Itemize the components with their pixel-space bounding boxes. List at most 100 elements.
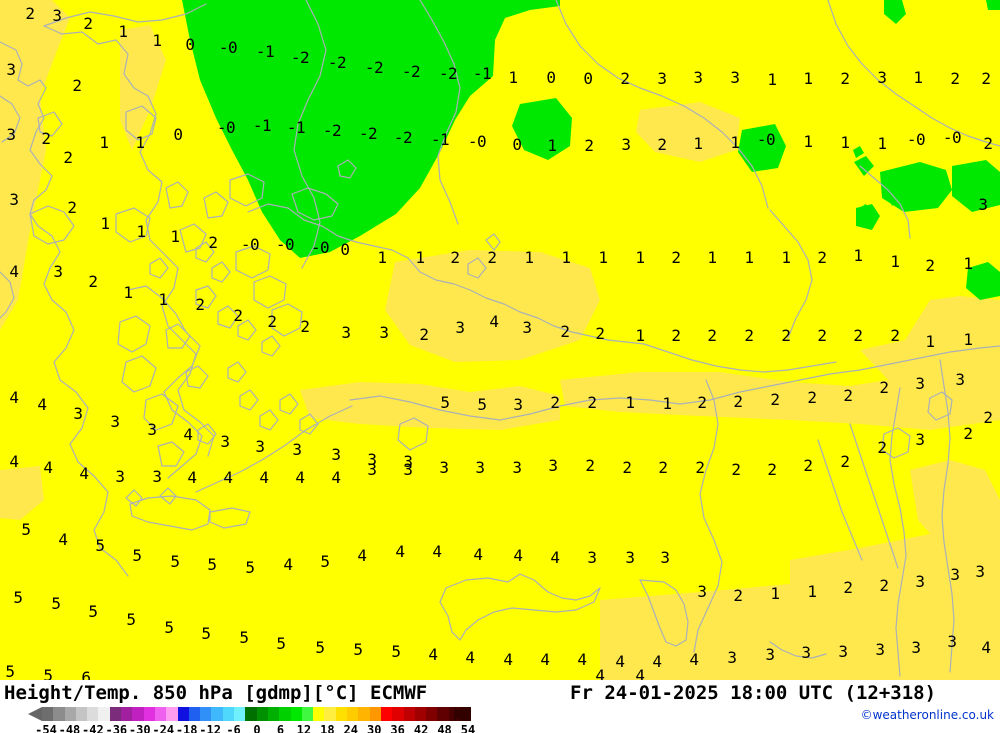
colorbar-swatch bbox=[143, 707, 155, 721]
colorbar-swatch bbox=[121, 707, 133, 721]
colorbar-tick: 30 bbox=[366, 723, 382, 733]
grid-value-label: 2 bbox=[658, 458, 668, 477]
grid-value-label: 3 bbox=[6, 125, 16, 144]
grid-value-label: 1 bbox=[158, 290, 168, 309]
grid-value-label: 3 bbox=[220, 432, 230, 451]
grid-value-label: 2 bbox=[233, 306, 243, 325]
grid-value-label: 3 bbox=[877, 68, 887, 87]
colorbar-swatch bbox=[87, 707, 99, 721]
colorbar-tick: -24 bbox=[152, 723, 175, 733]
grid-value-label: 2 bbox=[550, 393, 560, 412]
colorbar-tick: -48 bbox=[58, 723, 81, 733]
grid-value-label: 3 bbox=[975, 562, 985, 581]
grid-value-label: 2 bbox=[657, 135, 667, 154]
grid-value-label: 1 bbox=[840, 133, 850, 152]
grid-value-label: 2 bbox=[983, 408, 993, 427]
colorbar-swatch bbox=[234, 707, 246, 721]
grid-value-label: -0 bbox=[216, 118, 236, 137]
grid-value-label: 3 bbox=[911, 638, 921, 657]
grid-value-label: -0 bbox=[467, 132, 487, 151]
grid-value-label: 2 bbox=[67, 198, 77, 217]
temperature-colorbar[interactable] bbox=[28, 707, 472, 721]
colorbar-tick: 48 bbox=[437, 723, 452, 733]
colorbar-swatch bbox=[177, 707, 189, 721]
grid-value-label: 1 bbox=[730, 133, 740, 152]
grid-value-label: 2 bbox=[981, 69, 991, 88]
grid-value-label: 1 bbox=[524, 248, 534, 267]
grid-value-label: 2 bbox=[450, 248, 460, 267]
colorbar-swatch bbox=[335, 707, 348, 721]
grid-value-label: 3 bbox=[660, 548, 670, 567]
grid-value-label: 1 bbox=[963, 330, 973, 349]
grid-value-label: 1 bbox=[100, 214, 110, 233]
grid-value-label: 4 bbox=[473, 545, 483, 564]
grid-value-label: 2 bbox=[733, 392, 743, 411]
grid-value-label: 5 bbox=[207, 555, 217, 574]
colorbar-swatch bbox=[75, 707, 88, 721]
grid-value-label: 2 bbox=[925, 256, 935, 275]
grid-value-label: 4 bbox=[187, 468, 197, 487]
grid-value-label: 4 bbox=[513, 546, 523, 565]
grid-value-label: 3 bbox=[367, 460, 377, 479]
colorbar-tick: 54 bbox=[460, 723, 476, 733]
grid-value-label: 2 bbox=[267, 312, 277, 331]
grid-value-label: 4 bbox=[79, 464, 89, 483]
grid-value-label: 4 bbox=[9, 388, 19, 407]
grid-value-label: 1 bbox=[635, 326, 645, 345]
grid-value-label: 2 bbox=[25, 4, 35, 23]
grid-value-label: 4 bbox=[295, 468, 305, 487]
temperature-band-green bbox=[182, 0, 1000, 300]
grid-value-label: -1 bbox=[472, 64, 492, 83]
grid-value-label: 2 bbox=[781, 326, 791, 345]
grid-value-label: 4 bbox=[9, 452, 19, 471]
grid-value-label: 1 bbox=[853, 246, 863, 265]
grid-value-label: -2 bbox=[438, 64, 458, 83]
grid-value-label: 2 bbox=[853, 326, 863, 345]
grid-value-label: 1 bbox=[635, 248, 645, 267]
colorbar-swatch bbox=[414, 707, 427, 721]
grid-value-label: 5 bbox=[477, 395, 487, 414]
colorbar-swatch bbox=[279, 707, 291, 721]
grid-value-label: -2 bbox=[327, 53, 347, 72]
grid-value-label: 4 bbox=[58, 530, 68, 549]
grid-value-label: 3 bbox=[915, 374, 925, 393]
grid-value-label: 5 bbox=[276, 634, 286, 653]
grid-value-label: 3 bbox=[292, 440, 302, 459]
grid-value-label: 4 bbox=[595, 666, 605, 681]
colorbar-swatch bbox=[222, 707, 235, 721]
grid-value-label: 2 bbox=[622, 458, 632, 477]
grid-value-label: 5 bbox=[353, 640, 363, 659]
grid-value-label: 5 bbox=[170, 552, 180, 571]
grid-value-label: 3 bbox=[53, 262, 63, 281]
grid-value-label: 3 bbox=[341, 323, 351, 342]
grid-value-label: 2 bbox=[879, 576, 889, 595]
colorbar-swatch bbox=[245, 707, 257, 721]
grid-value-label: 1 bbox=[807, 582, 817, 601]
grid-value-label: 2 bbox=[744, 326, 754, 345]
grid-value-label: 3 bbox=[955, 370, 965, 389]
grid-value-label: -1 bbox=[286, 118, 306, 137]
grid-value-label: 1 bbox=[707, 248, 717, 267]
grid-value-label: -2 bbox=[364, 58, 384, 77]
grid-value-label: 3 bbox=[52, 6, 62, 25]
grid-value-label: 5 bbox=[201, 624, 211, 643]
grid-value-label: 2 bbox=[88, 272, 98, 291]
grid-value-label: 2 bbox=[817, 326, 827, 345]
grid-value-label: 5 bbox=[88, 602, 98, 621]
grid-value-label: 1 bbox=[625, 393, 635, 412]
grid-value-label: -0 bbox=[218, 38, 238, 57]
colorbar-swatches bbox=[42, 707, 472, 721]
grid-value-label: 0 bbox=[185, 35, 195, 54]
grid-value-label: 1 bbox=[152, 31, 162, 50]
colorbar-tick: -12 bbox=[199, 723, 221, 733]
grid-value-label: 2 bbox=[877, 438, 887, 457]
grid-value-label: 3 bbox=[697, 582, 707, 601]
grid-value-label: 3 bbox=[730, 68, 740, 87]
map-canvas bbox=[0, 0, 1000, 680]
grid-value-label: 1 bbox=[547, 136, 557, 155]
grid-value-label: 3 bbox=[403, 460, 413, 479]
forecast-map[interactable]: 2 3 2 1 1 0 -0 -1 -2 -2 -2 -2 -2 -1 1 0 0 2 3 3 3 1 1 2 3 1 2 2 3 2 3 2… bbox=[0, 0, 1000, 680]
grid-value-label: 2 bbox=[83, 14, 93, 33]
grid-value-label: 2 bbox=[72, 76, 82, 95]
grid-value-label: 3 bbox=[439, 458, 449, 477]
